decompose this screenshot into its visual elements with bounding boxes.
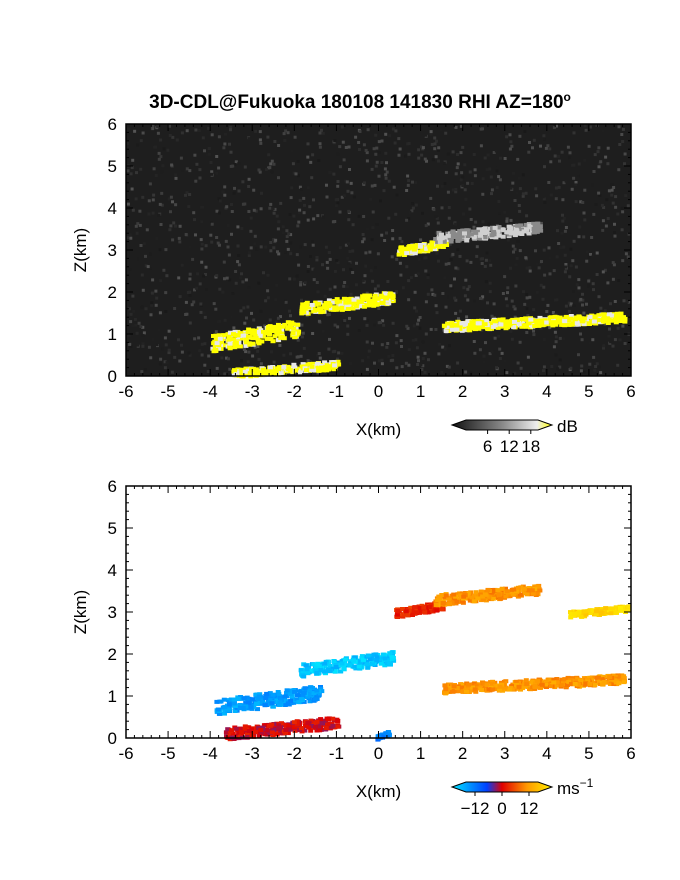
x-tick-label: 3: [500, 382, 509, 401]
x-axis: -6 -5 -4 -3 -2 -1 0 1 2 3 4 5 6: [118, 486, 636, 763]
y-tick-label: 6: [108, 477, 117, 496]
x-tick-label: 1: [416, 382, 425, 401]
x-tick-label: -3: [245, 382, 260, 401]
y-axis: 0 1 2 3 4 5 6: [108, 477, 631, 748]
echo-feature: [433, 221, 544, 245]
chart-title: 3D-CDL@Fukuoka 180108 141830 RHI AZ=180o: [149, 90, 571, 113]
echo-feature: [396, 237, 451, 257]
colorbar-unit-text: dB: [557, 417, 578, 436]
echo-features: [214, 583, 632, 742]
colorbar-unit-exponent: −1: [580, 776, 594, 790]
x-tick-label: -5: [161, 744, 176, 763]
x-axis: -6 -5 -4 -3 -2 -1 0 1 2 3 4 5 6: [118, 124, 636, 401]
colorbar: −12 0 12 ms−1: [450, 776, 594, 818]
x-tick-label: 2: [458, 744, 467, 763]
y-axis-label: Z(km): [71, 590, 90, 634]
x-tick-label: -3: [245, 744, 260, 763]
echo-feature: [299, 291, 396, 316]
x-tick-label: -6: [118, 382, 133, 401]
colorbar-unit-text: ms: [557, 779, 580, 798]
x-tick-label: 4: [542, 744, 551, 763]
y-tick-label: 0: [108, 729, 117, 748]
colorbar-unit: dB: [557, 417, 578, 436]
x-tick-label: 6: [626, 744, 635, 763]
plot-background: [126, 486, 631, 738]
echo-feature: [433, 583, 543, 608]
echo-feature: [214, 685, 325, 716]
colorbar: 6 12 18 dB: [450, 417, 578, 456]
x-tick-label: 3: [500, 744, 509, 763]
colorbar-tick-label: 6: [483, 437, 492, 456]
y-tick-label: 2: [108, 283, 117, 302]
colorbar-bar: [450, 419, 554, 431]
y-tick-label: 4: [108, 561, 117, 580]
colorbar-tick-label: −12: [461, 799, 490, 818]
x-tick-label: 5: [584, 382, 593, 401]
colorbar-bar: [450, 781, 554, 793]
x-tick-label: 0: [374, 744, 383, 763]
echo-feature: [442, 673, 627, 696]
y-tick-label: 1: [108, 325, 117, 344]
y-tick-label: 0: [108, 367, 117, 386]
x-tick-label: 4: [542, 382, 551, 401]
x-tick-label: 5: [584, 744, 593, 763]
x-tick-label: -2: [287, 382, 302, 401]
y-tick-label: 3: [108, 603, 117, 622]
x-tick-label: 2: [458, 382, 467, 401]
chart-title-text: 3D-CDL@Fukuoka 180108 141830 RHI AZ=180: [149, 92, 563, 113]
x-axis-label: X(km): [356, 420, 401, 439]
x-tick-label: -4: [203, 382, 218, 401]
y-tick-label: 4: [108, 199, 117, 218]
x-tick-label: -2: [287, 744, 302, 763]
x-tick-label: -1: [329, 382, 344, 401]
y-tick-label: 2: [108, 645, 117, 664]
x-tick-label: 0: [374, 382, 383, 401]
y-tick-label: 6: [108, 115, 117, 134]
y-tick-label: 5: [108, 157, 117, 176]
echo-feature: [210, 320, 302, 354]
colorbar-tick-label: 12: [500, 437, 519, 456]
plot-background: [126, 124, 631, 376]
x-tick-label: -5: [161, 382, 176, 401]
y-tick-label: 5: [108, 519, 117, 538]
y-axis-label: Z(km): [71, 228, 90, 272]
x-tick-label: 6: [626, 382, 635, 401]
y-axis: 0 1 2 3 4 5 6: [108, 115, 631, 386]
echo-features: [210, 221, 628, 379]
colorbar-unit: ms−1: [557, 776, 594, 798]
colorbar-tick-label: 0: [497, 799, 506, 818]
y-tick-label: 3: [108, 241, 117, 260]
echo-feature: [298, 650, 397, 679]
degree-mark: o: [564, 90, 571, 104]
x-axis-label: X(km): [356, 782, 401, 801]
x-tick-label: 1: [416, 744, 425, 763]
x-tick-label: -6: [118, 744, 133, 763]
x-tick-label: -1: [329, 744, 344, 763]
y-tick-label: 1: [108, 687, 117, 706]
colorbar-tick-label: 12: [520, 799, 539, 818]
colorbar-tick-label: 18: [521, 437, 540, 456]
echo-feature: [441, 311, 628, 334]
x-tick-label: -4: [203, 744, 218, 763]
